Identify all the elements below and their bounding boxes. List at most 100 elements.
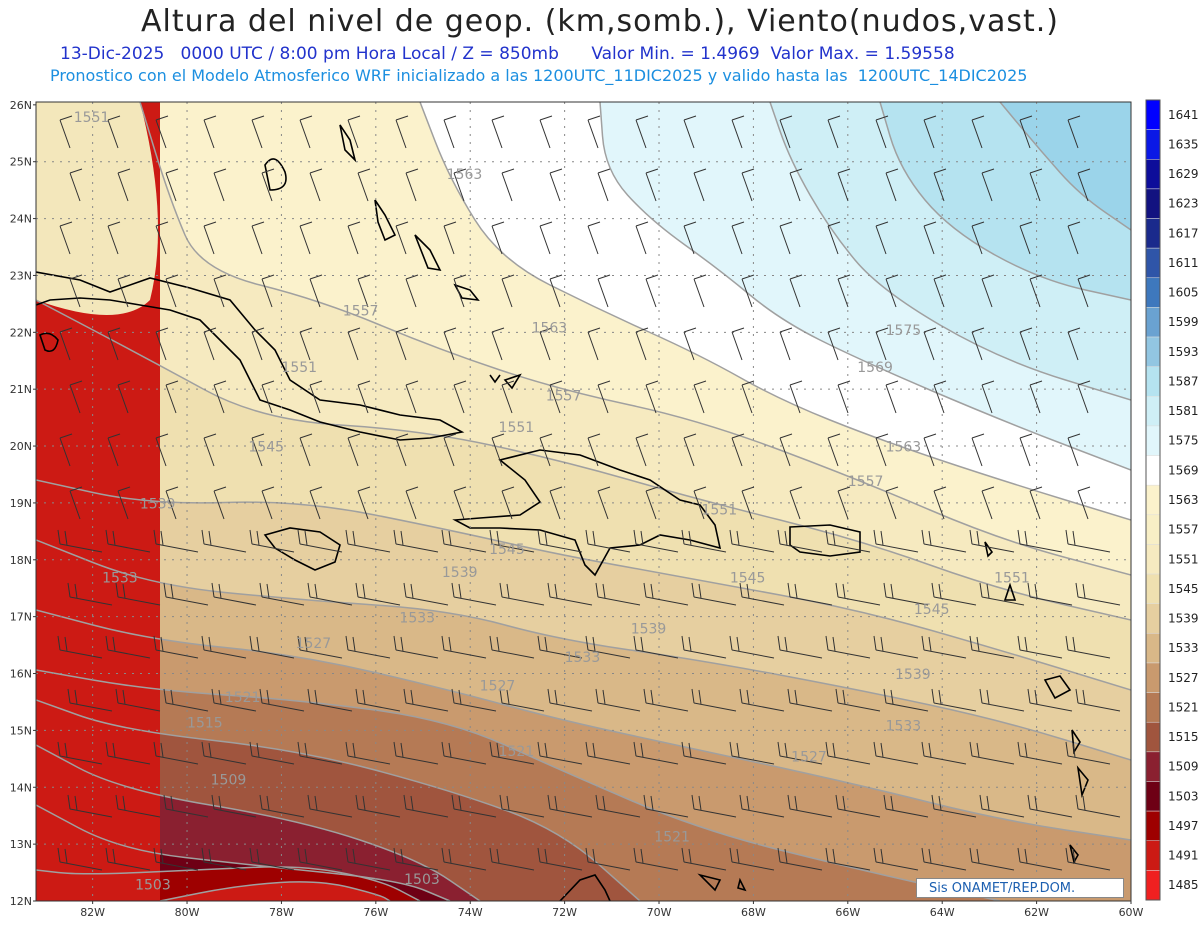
contour-line-8 [36,539,1131,761]
wind-barb [683,327,697,361]
colorbar-swatch [1145,455,1161,486]
wind-barb [825,635,871,659]
lon-label: 76W [363,906,388,919]
wind-barb [585,741,631,765]
wind-barb [443,433,457,467]
wind-barb [883,794,929,818]
wind-barb [163,794,209,818]
wind-barb [777,847,823,871]
wind-barb [453,274,467,308]
wind-barb [645,486,659,520]
wind-barb [489,741,535,765]
colorbar-label: 1617 [1168,226,1199,240]
lon-label: 82W [80,906,105,919]
wind-barb [1075,582,1121,606]
contour-label: 1515 [187,716,223,732]
wind-barb [1065,635,1111,659]
colorbar-label: 1641 [1168,108,1199,122]
wind-barb [787,794,833,818]
wind-barb [971,221,985,255]
wind-barb [489,635,535,659]
colorbar-label: 1491 [1168,849,1199,863]
wind-barb [201,529,247,553]
contour-label: 1545 [248,440,284,456]
wind-barb [345,529,391,553]
contour-label: 1551 [701,502,737,518]
wind-barb [1067,115,1081,149]
wind-barb [163,582,209,606]
wind-barb [403,688,449,712]
wind-barb [1077,486,1091,520]
wind-barb [59,433,73,467]
coast-3 [452,449,722,577]
wind-barb [345,741,391,765]
wind-barb [499,582,545,606]
wind-barb [933,168,947,202]
contour-label: 1521 [499,744,535,760]
wind-barb [1065,529,1111,553]
colorbar-swatch [1145,159,1161,190]
wind-barb [403,794,449,818]
wind-barb [931,688,977,712]
contour-label: 1563 [886,440,922,456]
wind-barb [57,635,103,659]
wind-barb [251,327,265,361]
wind-barb [779,221,793,255]
wind-barb [741,168,755,202]
wind-barb [969,741,1015,765]
wind-barb [933,274,947,308]
wind-barb [683,115,697,149]
wind-barb [873,741,919,765]
wind-barb [1019,327,1033,361]
wind-barb [931,794,977,818]
colorbar-label: 1515 [1168,730,1199,744]
wind-barb [57,847,103,871]
wind-barb [307,582,353,606]
contour-line-14 [36,866,421,901]
wind-barb [971,115,985,149]
wind-barb [779,327,793,361]
wind-barb [451,794,497,818]
contour-label: 1551 [994,571,1030,587]
wind-barb [107,221,121,255]
wind-barb [827,115,841,149]
wind-barb [347,433,361,467]
wind-barb [165,486,179,520]
wind-barb [201,635,247,659]
wind-barb [597,168,611,202]
wind-barb [395,115,409,149]
wind-barb [873,635,919,659]
wind-barb [787,688,833,712]
wind-barb [155,221,169,255]
contour-line-10 [36,669,1001,901]
wind-barb [787,582,833,606]
lon-label: 64W [930,906,955,919]
coast-12 [1043,675,1072,700]
wind-barb [501,274,515,308]
wind-barb [211,582,257,606]
wind-barb [885,274,899,308]
wind-barb [345,847,391,871]
wind-barb [1065,741,1111,765]
wind-barb [501,168,515,202]
wind-barb [165,274,179,308]
wind-barb [395,433,409,467]
wind-barb [501,380,515,414]
wind-barb [153,529,199,553]
wind-barb [203,221,217,255]
colorbar-label: 1497 [1168,819,1199,833]
wind-barb [357,380,371,414]
wind-barb [731,221,745,255]
contour-label: 1545 [730,571,766,587]
wind-barb [643,794,689,818]
colorbar-label: 1599 [1168,315,1199,329]
colorbar-label: 1569 [1168,463,1199,477]
wind-barb [883,688,929,712]
wind-barb [299,327,313,361]
wind-barb [933,486,947,520]
lon-label: 80W [175,906,200,919]
wind-barb [395,221,409,255]
wind-barb [1019,221,1033,255]
colorbar: 1641 1635 1629 1623 1617 1611 1605 1599 1593 1587… [1145,99,1199,901]
wind-barb [491,327,505,361]
